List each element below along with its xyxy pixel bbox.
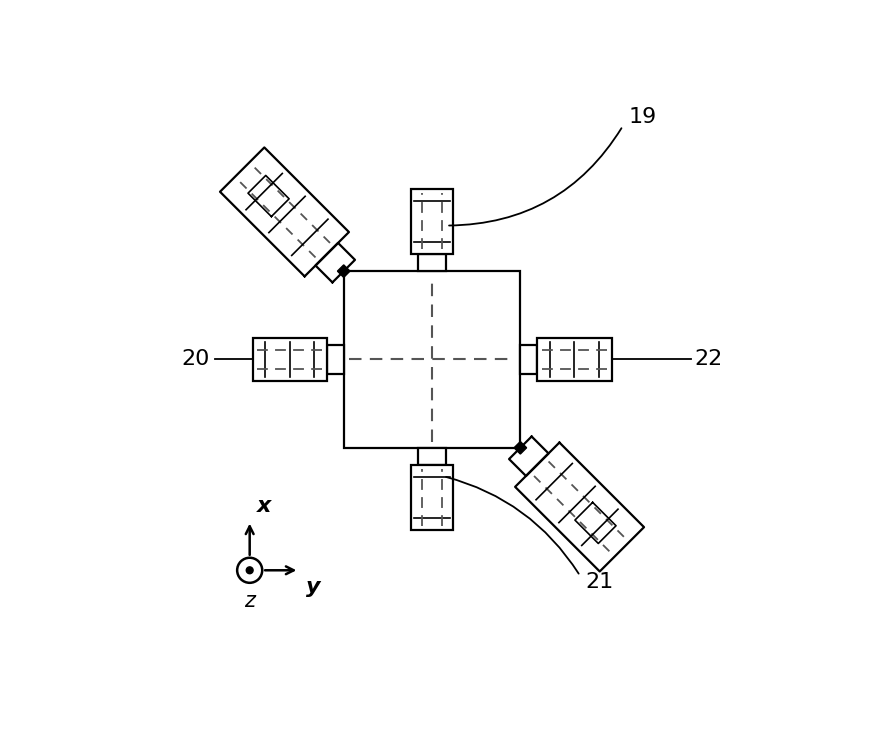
Bar [521, 345, 538, 374]
Bar [253, 338, 327, 381]
Circle shape [238, 558, 263, 583]
Text: y: y [306, 577, 321, 597]
Bar [418, 254, 446, 271]
Polygon shape [514, 442, 527, 454]
Text: 20: 20 [181, 349, 210, 369]
Text: 22: 22 [694, 349, 722, 369]
Polygon shape [338, 265, 350, 278]
Bar [418, 448, 446, 465]
Circle shape [246, 567, 253, 574]
Text: 21: 21 [586, 572, 614, 592]
Bar [411, 465, 454, 531]
Bar [411, 189, 454, 254]
Text: z: z [244, 591, 255, 611]
Bar [327, 345, 344, 374]
Text: 19: 19 [629, 107, 657, 127]
Bar [344, 271, 521, 448]
Bar [538, 338, 612, 381]
Text: x: x [257, 496, 271, 517]
